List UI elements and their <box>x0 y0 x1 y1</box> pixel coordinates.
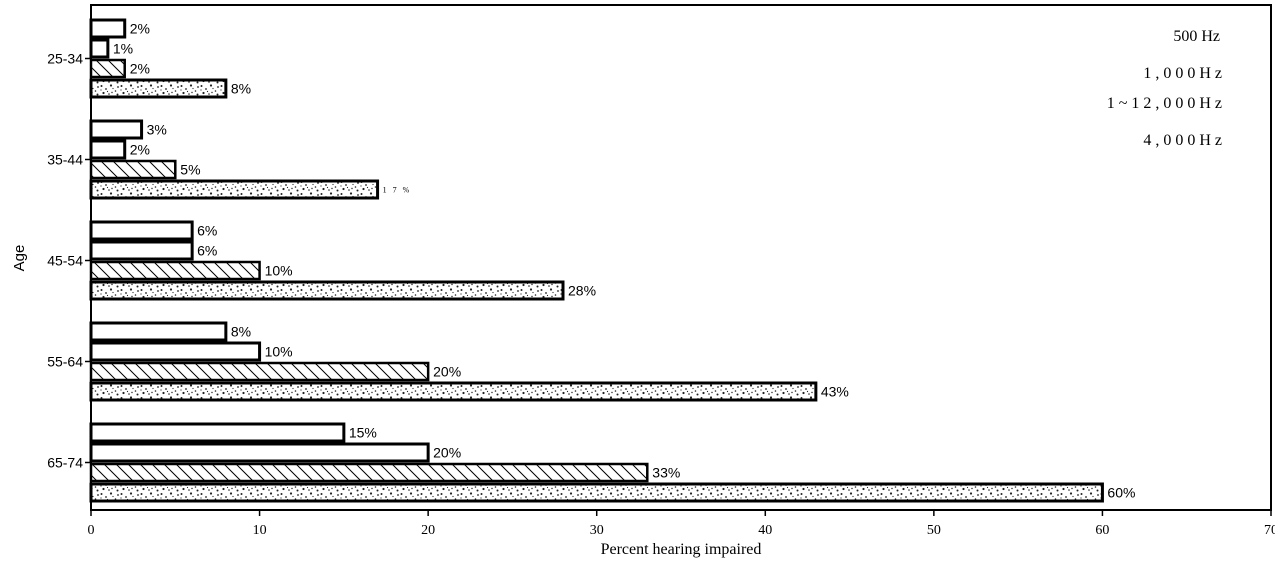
category-label: 55-64 <box>47 354 83 370</box>
bar <box>89 240 194 261</box>
x-tick-label: 60 <box>1095 523 1109 538</box>
bar <box>89 341 262 362</box>
bar <box>89 179 380 200</box>
data-label: 2% <box>130 61 150 77</box>
data-label: 3% <box>147 122 167 138</box>
bar <box>89 321 228 342</box>
y-axis-title: Age <box>11 245 28 272</box>
legend-entry-500hz: 500 Hz <box>1173 28 1220 45</box>
data-label: 15% <box>349 425 377 441</box>
data-label: 2% <box>130 21 150 37</box>
data-label: 1% <box>113 41 133 57</box>
category-label: 45-54 <box>47 253 83 269</box>
x-tick-label: 0 <box>88 523 95 538</box>
data-label: 20% <box>433 445 461 461</box>
x-tick-label: 30 <box>590 523 604 538</box>
legend-entry-1000hz: 1 , 0 0 0 H z <box>1143 65 1222 82</box>
bar <box>89 422 346 443</box>
data-label: 43% <box>821 384 849 400</box>
bar <box>89 159 177 180</box>
x-axis-title: Percent hearing impaired <box>601 541 762 558</box>
data-label: 2% <box>130 142 150 158</box>
x-tick-label: 10 <box>253 523 267 538</box>
data-label: 33% <box>652 465 680 481</box>
bar <box>89 260 261 281</box>
data-label: 8% <box>231 324 251 340</box>
x-tick-label: 50 <box>927 523 941 538</box>
bar <box>89 139 127 160</box>
category-label: 65-74 <box>47 455 83 471</box>
data-label: 1 7 % <box>383 186 412 195</box>
legend-entry-1-12000hz: 1 ~ 1 2 , 0 0 0 H z <box>1107 95 1222 112</box>
bar <box>89 482 1104 503</box>
x-tick-label: 20 <box>421 523 435 538</box>
category-label: 35-44 <box>47 152 83 168</box>
data-label: 6% <box>197 243 217 259</box>
bar <box>89 38 110 59</box>
bar <box>89 78 228 99</box>
category-label: 25-34 <box>47 51 83 67</box>
data-label: 8% <box>231 81 251 97</box>
data-label: 10% <box>265 344 293 360</box>
bar <box>89 381 818 402</box>
bar <box>89 58 126 79</box>
bar <box>89 119 144 140</box>
bar <box>89 18 127 39</box>
bar <box>89 462 649 483</box>
x-tick-label: 40 <box>758 523 772 538</box>
legend: 500 Hz 1 , 0 0 0 H z 1 ~ 1 2 , 0 0 0 H z… <box>1107 28 1222 149</box>
bar <box>89 280 565 301</box>
x-tick-label: 70 <box>1264 523 1275 538</box>
bar <box>89 361 430 382</box>
bar <box>89 220 194 241</box>
data-label: 60% <box>1107 485 1135 501</box>
data-label: 20% <box>433 364 461 380</box>
data-label: 6% <box>197 223 217 239</box>
data-label: 10% <box>265 263 293 279</box>
data-label: 28% <box>568 283 596 299</box>
legend-entry-4000hz: 4 , 0 0 0 H z <box>1143 132 1222 149</box>
bar <box>89 442 430 463</box>
data-label: 5% <box>180 162 200 178</box>
